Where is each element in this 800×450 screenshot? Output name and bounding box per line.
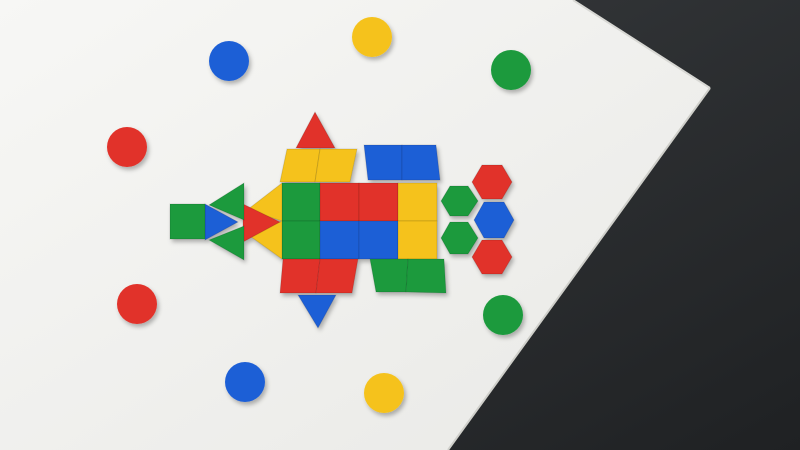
block-trapezoid-yellow	[314, 148, 358, 183]
block-triangle-red	[242, 203, 282, 243]
block-hexagon-blue	[473, 201, 515, 239]
chip-blue	[209, 41, 249, 81]
block-square-green	[169, 203, 206, 240]
block-square-red	[319, 182, 360, 222]
block-square-blue	[358, 220, 399, 260]
block-triangle-green	[207, 182, 245, 221]
block-trapezoid-yellow	[279, 148, 321, 183]
chip-red	[117, 284, 157, 324]
block-square-red	[358, 182, 399, 222]
block-trapezoid-red	[315, 258, 359, 294]
block-triangle-blue	[297, 294, 337, 330]
block-square-green	[281, 182, 321, 222]
loose-chips	[107, 17, 531, 413]
block-hexagon-green	[440, 185, 479, 217]
table-edge	[447, 87, 711, 450]
block-trapezoid-green	[369, 258, 409, 293]
chip-yellow	[364, 373, 404, 413]
block-hexagon-red	[471, 164, 513, 200]
block-square-blue	[319, 220, 360, 260]
chip-green	[491, 50, 531, 90]
block-triangle-green	[207, 225, 245, 261]
chip-blue	[225, 362, 265, 402]
chip-green	[483, 295, 523, 335]
block-trapezoid-green	[405, 258, 447, 294]
block-square-yellow	[397, 182, 438, 222]
block-trapezoid-blue	[401, 144, 441, 181]
table-edge	[572, 0, 711, 89]
block-square-green	[281, 220, 321, 260]
chip-yellow	[352, 17, 392, 57]
chip-red	[107, 127, 147, 167]
block-trapezoid-blue	[363, 144, 403, 181]
block-triangle-red	[295, 110, 336, 149]
block-hexagon-green	[440, 221, 479, 255]
block-square-yellow	[397, 220, 438, 260]
block-rocket	[169, 110, 515, 330]
block-trapezoid-red	[279, 258, 321, 294]
block-hexagon-red	[471, 239, 513, 275]
